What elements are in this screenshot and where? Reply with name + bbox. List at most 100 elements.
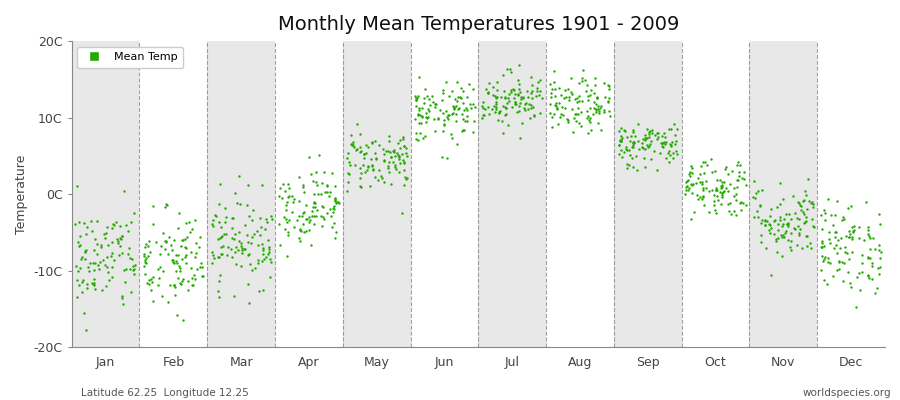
- Point: [174, 281, 188, 288]
- Point: [826, 222, 841, 228]
- Point: [702, 188, 716, 194]
- Point: [612, 142, 626, 148]
- Point: [175, 278, 189, 284]
- Point: [572, 80, 587, 86]
- Point: [143, 286, 157, 293]
- Point: [400, 145, 414, 152]
- Point: [87, 286, 102, 292]
- Point: [521, 94, 535, 100]
- Point: [220, 244, 235, 250]
- Point: [104, 225, 119, 231]
- Point: [786, 193, 800, 200]
- Point: [170, 252, 184, 258]
- Point: [564, 91, 579, 98]
- Point: [73, 242, 87, 248]
- Point: [547, 86, 562, 92]
- Point: [872, 271, 886, 277]
- Point: [239, 202, 254, 208]
- Point: [166, 282, 181, 288]
- Point: [272, 193, 286, 200]
- Point: [733, 162, 747, 168]
- Point: [865, 263, 879, 269]
- Point: [491, 79, 505, 86]
- Point: [724, 181, 738, 187]
- Point: [162, 234, 176, 240]
- Point: [292, 198, 306, 204]
- Point: [578, 77, 592, 83]
- Point: [592, 110, 607, 116]
- Point: [804, 200, 818, 206]
- Point: [789, 215, 804, 221]
- Point: [306, 200, 320, 206]
- Point: [214, 244, 229, 250]
- Point: [685, 170, 699, 176]
- Point: [840, 250, 854, 256]
- Point: [427, 116, 441, 122]
- Point: [90, 251, 104, 258]
- Point: [638, 132, 652, 138]
- Point: [212, 253, 226, 260]
- Point: [733, 200, 747, 206]
- Point: [409, 136, 423, 142]
- Point: [252, 288, 266, 294]
- Point: [376, 158, 391, 164]
- Point: [588, 75, 602, 82]
- Point: [115, 250, 130, 256]
- Point: [320, 183, 335, 189]
- Point: [166, 256, 181, 263]
- Point: [437, 117, 452, 124]
- Point: [87, 280, 102, 286]
- Point: [212, 235, 227, 241]
- Point: [180, 234, 194, 240]
- Point: [711, 197, 725, 203]
- Point: [670, 151, 684, 157]
- Point: [563, 89, 578, 95]
- Point: [185, 282, 200, 288]
- Point: [791, 199, 806, 206]
- Point: [663, 142, 678, 148]
- Point: [561, 117, 575, 124]
- Point: [767, 231, 781, 238]
- Point: [223, 246, 238, 252]
- Point: [475, 103, 490, 109]
- Point: [173, 267, 187, 274]
- Point: [178, 245, 193, 252]
- Point: [308, 200, 322, 206]
- Point: [679, 184, 693, 190]
- Point: [388, 162, 402, 168]
- Point: [454, 85, 468, 91]
- Point: [850, 274, 864, 280]
- Point: [780, 220, 795, 226]
- Point: [697, 185, 711, 192]
- Point: [345, 141, 359, 148]
- Point: [575, 77, 590, 84]
- Point: [316, 214, 330, 221]
- Point: [296, 189, 310, 195]
- Point: [789, 242, 804, 249]
- Point: [590, 119, 605, 126]
- Point: [799, 192, 814, 198]
- Point: [459, 105, 473, 112]
- Point: [714, 183, 728, 189]
- Point: [455, 88, 470, 94]
- Point: [716, 188, 731, 194]
- Point: [529, 84, 544, 91]
- Point: [579, 88, 593, 94]
- Point: [343, 162, 357, 168]
- Point: [420, 106, 435, 112]
- Point: [591, 103, 606, 109]
- Point: [636, 155, 651, 162]
- Point: [137, 253, 151, 260]
- Point: [834, 259, 849, 266]
- Point: [642, 134, 656, 140]
- Point: [258, 215, 273, 222]
- Point: [94, 242, 108, 248]
- Point: [346, 138, 360, 145]
- Point: [830, 267, 844, 273]
- Point: [419, 110, 434, 116]
- Point: [280, 219, 294, 225]
- Point: [82, 268, 96, 274]
- Point: [278, 188, 293, 194]
- Point: [226, 215, 240, 221]
- Point: [770, 220, 785, 227]
